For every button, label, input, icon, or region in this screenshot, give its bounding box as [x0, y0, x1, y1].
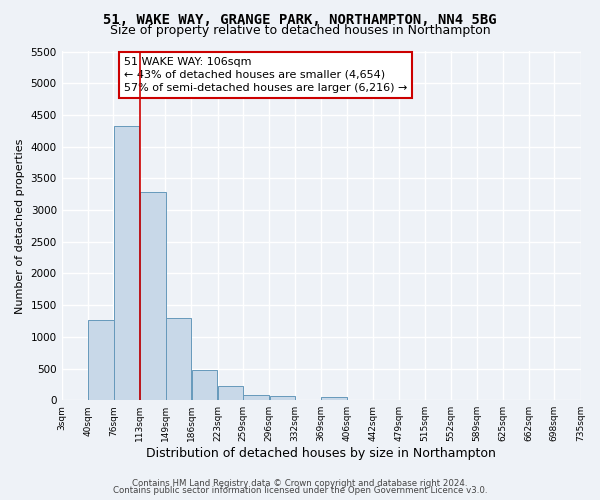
Text: 51, WAKE WAY, GRANGE PARK, NORTHAMPTON, NN4 5BG: 51, WAKE WAY, GRANGE PARK, NORTHAMPTON, …	[103, 12, 497, 26]
Bar	[218, 386, 244, 400]
Bar	[114, 126, 139, 400]
Text: 51 WAKE WAY: 106sqm
← 43% of detached houses are smaller (4,654)
57% of semi-det: 51 WAKE WAY: 106sqm ← 43% of detached ho…	[124, 56, 407, 93]
Bar	[244, 394, 269, 400]
Text: Size of property relative to detached houses in Northampton: Size of property relative to detached ho…	[110, 24, 490, 37]
X-axis label: Distribution of detached houses by size in Northampton: Distribution of detached houses by size …	[146, 447, 496, 460]
Text: Contains public sector information licensed under the Open Government Licence v3: Contains public sector information licen…	[113, 486, 487, 495]
Bar	[88, 320, 114, 400]
Bar	[269, 396, 295, 400]
Y-axis label: Number of detached properties: Number of detached properties	[15, 138, 25, 314]
Text: Contains HM Land Registry data © Crown copyright and database right 2024.: Contains HM Land Registry data © Crown c…	[132, 478, 468, 488]
Bar	[140, 192, 166, 400]
Bar	[166, 318, 191, 400]
Bar	[192, 370, 217, 400]
Bar	[322, 397, 347, 400]
